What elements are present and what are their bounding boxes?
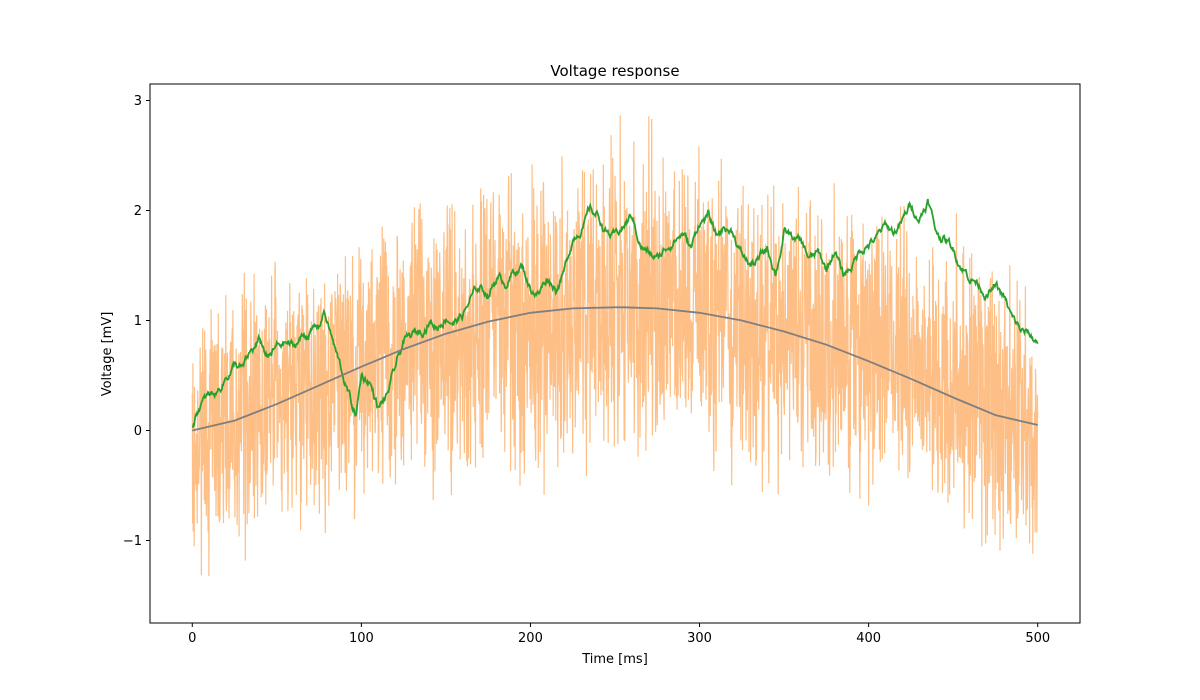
x-axis: 0 100 200 300 400 500 bbox=[188, 623, 1050, 646]
y-tick-label: 1 bbox=[134, 314, 142, 329]
x-tick-label: 0 bbox=[188, 631, 196, 646]
y-tick-label: 2 bbox=[134, 204, 142, 219]
y-tick-label: 0 bbox=[134, 424, 142, 439]
series-filtered-voltage bbox=[191, 198, 1039, 429]
plot-area bbox=[149, 83, 1081, 624]
y-axis: −1 0 1 2 3 bbox=[123, 94, 150, 549]
x-tick-label: 300 bbox=[687, 631, 712, 646]
y-tick-label: −1 bbox=[123, 534, 142, 549]
x-tick-label: 500 bbox=[1025, 631, 1050, 646]
y-tick-label: 3 bbox=[134, 94, 142, 109]
series-smooth-voltage bbox=[192, 306, 1038, 432]
series-layer bbox=[191, 115, 1039, 577]
y-axis-label: Voltage [mV] bbox=[100, 312, 115, 397]
x-tick-label: 400 bbox=[856, 631, 881, 646]
x-axis-label: Time [ms] bbox=[581, 652, 648, 667]
chart-title: Voltage response bbox=[550, 62, 679, 80]
plot-frame bbox=[149, 83, 1081, 624]
series-noisy-voltage bbox=[191, 115, 1039, 577]
x-tick-label: 100 bbox=[349, 631, 374, 646]
x-tick-label: 200 bbox=[518, 631, 543, 646]
